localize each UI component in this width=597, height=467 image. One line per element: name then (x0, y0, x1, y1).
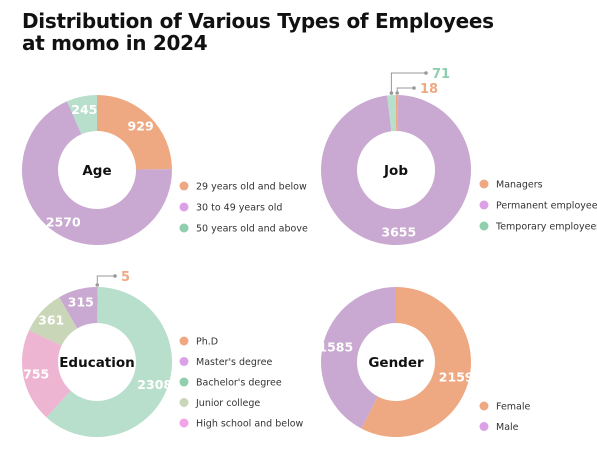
value-label-education-1: 2308 (137, 377, 172, 392)
legend-swatch-age-1 (179, 202, 189, 212)
callout-dot-job-0 (395, 91, 400, 95)
legend-job: Managers Permanent employees Temporary emp… (479, 179, 597, 233)
value-label-age-1: 2570 (46, 215, 81, 230)
donut-chart-job: 18 3655 71 Job Managers Permanent employees Te… (321, 67, 597, 245)
slice-job-2 (387, 95, 396, 132)
slice-education-4 (59, 287, 97, 329)
legend-swatch-education-4 (179, 418, 189, 428)
legend-label-gender-1: Male (496, 422, 519, 433)
legend-swatch-job-2 (479, 221, 489, 231)
donut-chart-education: 5 2308 755 361 315 Education Ph.D Master's degr… (22, 270, 304, 437)
legend-label-education-2: Bachelor's degree (196, 378, 282, 389)
legend-swatch-job-1 (479, 200, 489, 210)
value-label-gender-0: 2159 (439, 369, 474, 384)
chart-title-line-2: at momo in 2024 (22, 31, 208, 55)
center-label-job: Job (383, 163, 408, 179)
legend-gender: Female Male (479, 401, 531, 433)
legend-label-job-1: Permanent employees (496, 201, 597, 212)
slice-job-0 (396, 94, 399, 132)
value-label-age-2: 245 (71, 102, 97, 117)
slice-age-1 (21, 101, 172, 245)
callout-dot-education-0 (95, 283, 100, 287)
callout-end-dot-job-2 (424, 71, 428, 75)
legend-label-gender-0: Female (496, 402, 531, 413)
slice-education-2 (22, 330, 71, 418)
legend-label-age-1: 30 to 49 years old (196, 203, 282, 214)
legend-swatch-education-3 (179, 398, 189, 407)
slice-gender-0 (361, 287, 471, 438)
callout-end-dot-education-0 (113, 274, 117, 278)
value-label-job-2: 71 (432, 67, 450, 82)
legend-label-job-0: Managers (496, 180, 543, 191)
legend-label-age-0: 29 years old and below (196, 182, 307, 193)
legend-swatch-age-0 (179, 181, 189, 191)
slice-education-0 (97, 286, 98, 323)
legend-swatch-age-2 (179, 223, 189, 233)
slice-job-1 (321, 95, 472, 245)
value-label-job-1: 3655 (381, 224, 416, 239)
chart-title-line-1: Distribution of Various Types of Employe… (22, 9, 494, 33)
value-label-education-2: 755 (23, 367, 49, 382)
value-label-education-3: 361 (38, 313, 64, 328)
value-label-job-0: 18 (420, 82, 438, 97)
slice-education-3 (29, 297, 78, 346)
legend-label-education-0: Ph.D (196, 337, 218, 348)
legend-age: 29 years old and below 30 to 49 years old… (179, 181, 308, 235)
legend-swatch-education-2 (179, 377, 189, 387)
center-label-gender: Gender (368, 355, 424, 371)
legend-label-education-1: Master's degree (196, 357, 272, 368)
donut-chart-age: 929 2570 245 Age 29 years old and below 30 to… (21, 95, 308, 245)
value-label-gender-1: 1585 (318, 340, 353, 355)
value-label-education-4: 315 (68, 295, 94, 310)
legend-label-education-4: High school and below (196, 419, 304, 430)
value-label-education-0: 5 (121, 270, 130, 285)
callout-end-dot-job-0 (412, 86, 416, 90)
legend-swatch-gender-1 (479, 422, 489, 431)
legend-swatch-education-1 (179, 357, 189, 366)
callout-dot-job-2 (389, 91, 394, 95)
legend-label-education-3: Junior college (195, 398, 260, 409)
legend-swatch-job-0 (479, 179, 489, 189)
legend-education: Ph.D Master's degree Bachelor's degree Juni… (179, 336, 304, 430)
legend-label-job-2: Temporary employees (495, 222, 597, 233)
slice-age-2 (67, 95, 97, 135)
value-label-age-0: 929 (128, 118, 154, 133)
legend-swatch-education-0 (179, 336, 189, 346)
slice-education-1 (46, 287, 172, 437)
legend-swatch-gender-0 (479, 401, 489, 411)
legend-label-age-2: 50 years old and above (196, 224, 308, 235)
chart-title: Distribution of Various Types of Employe… (22, 10, 542, 54)
center-label-education: Education (59, 355, 135, 371)
callout-line-education-0 (96, 275, 115, 285)
slice-age-0 (97, 95, 172, 170)
donut-chart-gender: 2159 1585 Gender Female Male (318, 287, 531, 438)
callout-line-job-2 (390, 72, 426, 94)
center-label-age: Age (82, 163, 111, 179)
slice-gender-1 (320, 287, 396, 429)
callout-line-job-0 (396, 87, 414, 93)
